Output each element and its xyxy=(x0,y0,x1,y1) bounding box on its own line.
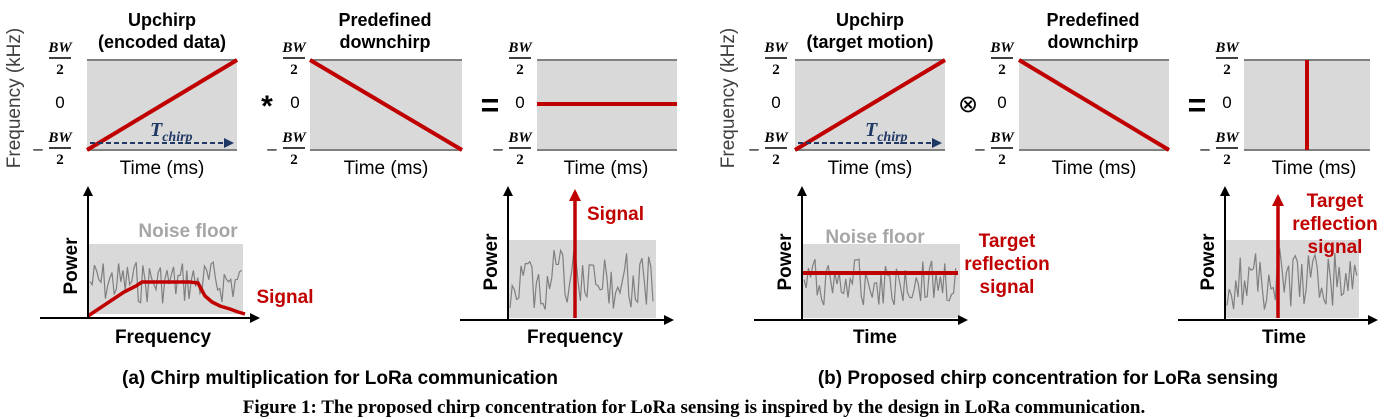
convolve-operator: ⊗ xyxy=(958,91,978,118)
zero-tick-6: 0 xyxy=(1222,93,1231,112)
caption-b: (b) Proposed chirp concentration for LoR… xyxy=(818,368,1278,389)
bw-bot-den-6: 2 xyxy=(1223,152,1231,168)
bw-bot-num: BW xyxy=(47,130,73,146)
bw-top-den: 2 xyxy=(56,62,64,78)
noise-trace xyxy=(509,248,654,310)
x-axis-label-1: Time (ms) xyxy=(828,158,913,179)
upchirp-title-2: (encoded data) xyxy=(98,32,226,52)
downchirp-line xyxy=(1017,58,1171,152)
time-label: Time xyxy=(853,327,897,348)
equals-operator: = xyxy=(481,87,500,123)
bw-top-num-3: BW xyxy=(507,40,533,56)
frequency-label: Frequency xyxy=(115,327,212,348)
downchirp-title-1: Predefined xyxy=(1046,10,1139,30)
power-label: Power xyxy=(481,233,502,291)
minus-sign: – xyxy=(33,139,43,158)
minus-sign-3: – xyxy=(493,139,503,158)
bw-top-num-6: BW xyxy=(1214,40,1240,56)
signal-label-2: reflection xyxy=(1292,214,1378,235)
downchirp-title-2: downchirp xyxy=(1048,32,1139,52)
downchirp-title-1: Predefined xyxy=(338,10,431,30)
signal-label: Signal xyxy=(256,287,313,308)
minus-sign-6: – xyxy=(1200,139,1210,158)
bw-bot-num-4: BW xyxy=(763,130,789,146)
y-axis-label: Frequency (kHz) xyxy=(718,28,739,168)
spectrum-right-b: Power Time Target reflection signal xyxy=(1178,186,1378,348)
bw-bot-num-2: BW xyxy=(281,130,307,146)
zero-tick-3: 0 xyxy=(515,93,524,112)
spectrum-left-b: Noise floor Power Time Target reflection… xyxy=(754,186,1050,348)
bw-top-num-4: BW xyxy=(763,40,789,56)
figure-caption: Figure 1: The proposed chirp concentrati… xyxy=(243,397,1145,418)
bw-top-den-3: 2 xyxy=(516,62,524,78)
signal-label-3: signal xyxy=(1308,237,1363,258)
zero-tick-2: 0 xyxy=(290,93,299,112)
x-axis-label-3: Time (ms) xyxy=(564,158,649,179)
upchirp-line xyxy=(85,58,239,152)
power-label: Power xyxy=(61,237,82,295)
noise-trace xyxy=(1226,247,1358,310)
x-axis-label-2: Time (ms) xyxy=(344,158,429,179)
equals-operator: = xyxy=(1188,87,1207,123)
noise-floor-label: Noise floor xyxy=(825,227,925,248)
x-axis-label-1: Time (ms) xyxy=(120,158,205,179)
x-axis-label-3: Time (ms) xyxy=(1272,158,1357,179)
bw-top-num-2: BW xyxy=(281,40,307,56)
noise-floor-label: Noise floor xyxy=(138,221,238,242)
signal-label-3: signal xyxy=(980,277,1035,298)
upchirp-title-2: (target motion) xyxy=(807,32,934,52)
power-label: Power xyxy=(1198,233,1219,291)
downchirp-line xyxy=(308,58,464,152)
bw-top-den-4: 2 xyxy=(772,62,780,78)
multiply-operator: * xyxy=(261,90,273,123)
bw-bot-den: 2 xyxy=(56,152,64,168)
zero-tick-4: 0 xyxy=(771,93,780,112)
spectrum-left-a: Noise floor Power Frequency Signal xyxy=(40,186,314,348)
signal-label-1: Target xyxy=(1307,191,1364,212)
power-label: Power xyxy=(775,233,796,291)
zero-tick: 0 xyxy=(55,93,64,112)
upchirp-title-1: Upchirp xyxy=(128,10,196,30)
signal-label-1: Target xyxy=(979,231,1036,252)
panel-b: Frequency (kHz) BW 2 0 – BW 2 Upchirp (t… xyxy=(718,10,1378,389)
minus-sign-2: – xyxy=(267,139,277,158)
y-ticks: BW 2 0 – BW 2 xyxy=(33,40,73,168)
spectrum-right-a: Power Frequency Signal xyxy=(460,186,674,348)
bw-top-num-5: BW xyxy=(989,40,1015,56)
downchirp-title-2: downchirp xyxy=(340,32,431,52)
signal-trace xyxy=(87,280,246,318)
bw-top-den-6: 2 xyxy=(1223,62,1231,78)
bw-top-den-5: 2 xyxy=(998,62,1006,78)
bw-bot-den-2: 2 xyxy=(290,152,298,168)
bw-top-num: BW xyxy=(47,40,73,56)
upchirp-title-1: Upchirp xyxy=(836,10,904,30)
y-axis-label: Frequency (kHz) xyxy=(4,28,25,168)
noise-trace xyxy=(89,260,243,304)
caption-a: (a) Chirp multiplication for LoRa commun… xyxy=(122,368,558,389)
time-label: Time xyxy=(1262,327,1306,348)
minus-sign-4: – xyxy=(749,139,759,158)
bw-bot-den-3: 2 xyxy=(516,152,524,168)
panel-a: Frequency (kHz) BW 2 0 – BW 2 Upchirp (e… xyxy=(4,10,677,389)
upchirp-line xyxy=(793,58,947,152)
bw-bot-num-5: BW xyxy=(989,130,1015,146)
minus-sign-5: – xyxy=(975,139,985,158)
x-axis-label-2: Time (ms) xyxy=(1052,158,1137,179)
t-chirp-label: Tchirp xyxy=(150,119,193,145)
bw-top-den-2: 2 xyxy=(290,62,298,78)
bw-bot-num-6: BW xyxy=(1214,130,1240,146)
frequency-label: Frequency xyxy=(527,327,624,348)
t-chirp-label: Tchirp xyxy=(865,119,908,145)
signal-label: Signal xyxy=(587,204,644,225)
bw-bot-num-3: BW xyxy=(507,130,533,146)
bw-bot-den-4: 2 xyxy=(772,152,780,168)
signal-label-2: reflection xyxy=(964,254,1050,275)
bw-bot-den-5: 2 xyxy=(998,152,1006,168)
zero-tick-5: 0 xyxy=(997,93,1006,112)
